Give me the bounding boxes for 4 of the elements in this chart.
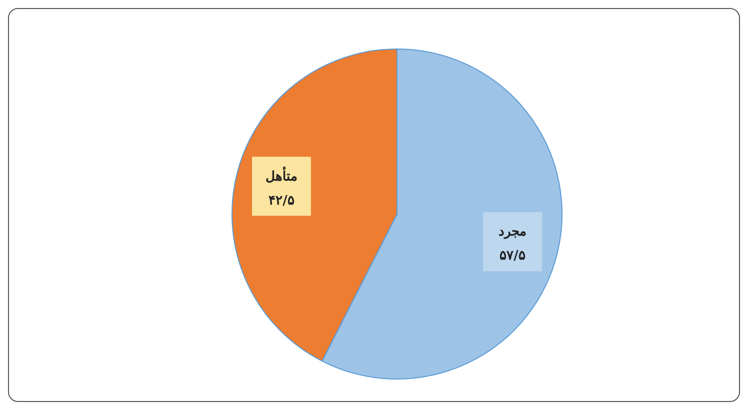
slice-label: متأهل xyxy=(265,166,298,184)
data-label: ۵۷/۵ xyxy=(500,248,526,264)
data-label: ۴۲/۵ xyxy=(268,193,294,208)
slice-label: مجرد xyxy=(498,224,527,240)
